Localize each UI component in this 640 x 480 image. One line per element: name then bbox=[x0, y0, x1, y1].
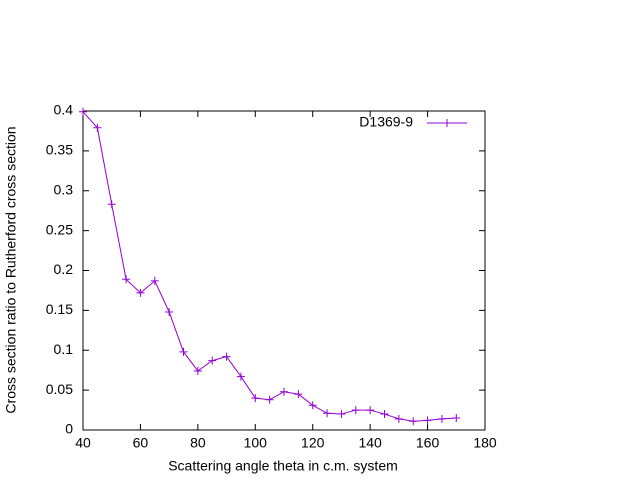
point-marker bbox=[351, 406, 360, 415]
point-marker bbox=[136, 288, 145, 297]
y-tick-label: 0.25 bbox=[46, 221, 73, 237]
x-tick-label: 60 bbox=[133, 435, 149, 451]
y-tick-label: 0.35 bbox=[46, 142, 73, 158]
point-marker bbox=[208, 356, 217, 365]
x-tick-label: 120 bbox=[301, 435, 325, 451]
y-tick-label: 0.1 bbox=[54, 341, 74, 357]
y-axis-label: Cross section ratio to Rutherford cross … bbox=[3, 126, 19, 413]
y-tick-label: 0.3 bbox=[54, 181, 74, 197]
point-marker bbox=[222, 352, 231, 361]
point-marker bbox=[437, 414, 446, 423]
point-marker bbox=[294, 390, 303, 399]
point-marker bbox=[380, 410, 389, 419]
point-marker bbox=[366, 406, 375, 415]
point-marker bbox=[394, 414, 403, 423]
point-marker bbox=[122, 275, 131, 284]
point-marker bbox=[308, 401, 317, 410]
x-axis-label: Scattering angle theta in c.m. system bbox=[168, 458, 398, 474]
point-marker bbox=[93, 123, 102, 132]
point-marker bbox=[280, 387, 288, 396]
x-tick-label: 160 bbox=[416, 435, 440, 451]
y-tick-label: 0.4 bbox=[54, 102, 74, 118]
x-tick-label: 80 bbox=[190, 435, 206, 451]
legend-marker bbox=[443, 119, 451, 127]
point-marker bbox=[165, 307, 174, 316]
point-marker bbox=[265, 395, 274, 404]
point-marker bbox=[236, 372, 245, 381]
x-tick-label: 180 bbox=[473, 435, 497, 451]
point-marker bbox=[193, 366, 202, 375]
y-tick-label: 0.05 bbox=[46, 381, 73, 397]
y-tick-label: 0.2 bbox=[54, 261, 74, 277]
point-marker bbox=[337, 410, 346, 419]
point-marker bbox=[179, 347, 188, 356]
y-tick-label: 0 bbox=[65, 421, 73, 437]
point-marker bbox=[323, 409, 332, 418]
x-tick-label: 100 bbox=[244, 435, 268, 451]
point-marker bbox=[409, 417, 418, 426]
point-marker bbox=[423, 416, 432, 425]
x-tick-label: 40 bbox=[75, 435, 91, 451]
point-marker bbox=[452, 414, 461, 423]
x-tick-label: 140 bbox=[358, 435, 382, 451]
point-marker bbox=[79, 107, 87, 116]
y-tick-label: 0.15 bbox=[46, 301, 73, 317]
point-marker bbox=[107, 200, 116, 209]
legend-label: D1369-9 bbox=[359, 114, 413, 130]
point-marker bbox=[251, 394, 260, 403]
point-marker bbox=[150, 276, 159, 285]
